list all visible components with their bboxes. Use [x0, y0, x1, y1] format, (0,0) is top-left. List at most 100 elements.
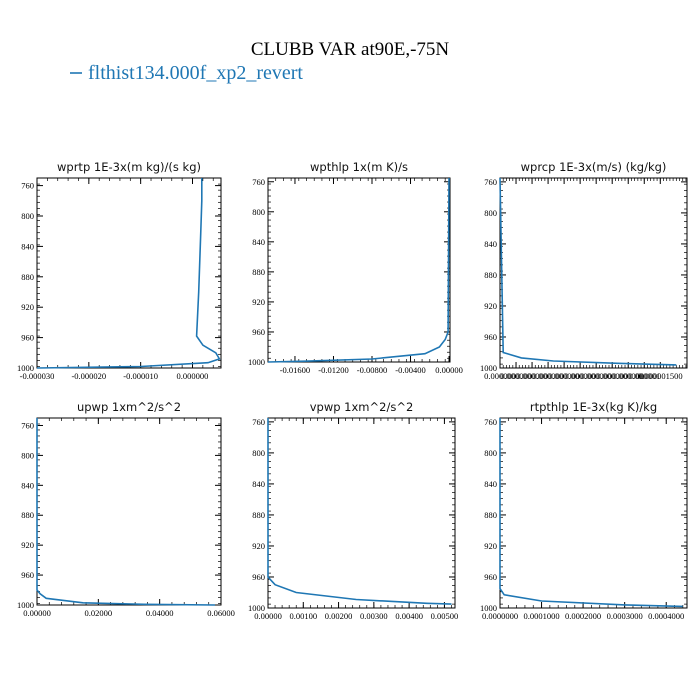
y-tick-label: 760	[21, 420, 34, 430]
y-tick-label: 1000	[248, 357, 265, 367]
y-tick-label: 1000	[480, 363, 497, 373]
y-tick-label: 960	[484, 572, 497, 582]
panels: wprtp 1E-3x(m kg)/(s kg) 760 800 840 880 920 9…	[17, 160, 688, 621]
y-tick-label: 1000	[17, 600, 34, 610]
x-tick-label: 0.00200	[325, 611, 353, 621]
panel-3: wprcp 1E-3x(m/s) (kg/kg) 760 800 840 880 920 9…	[480, 160, 688, 381]
y-tick-label: 760	[252, 417, 265, 427]
y-tick-label: 1000	[480, 603, 497, 613]
series-line	[36, 418, 215, 606]
x-tick-label: -0.000020	[71, 371, 106, 381]
y-tick-label: 760	[484, 177, 497, 187]
y-tick-label: 760	[21, 181, 34, 191]
y-tick-label: 920	[252, 541, 265, 551]
y-tick-label: 800	[252, 207, 265, 217]
x-tick-label: 0.04000	[146, 608, 174, 618]
y-tick-label: 800	[21, 211, 34, 221]
x-tick-label: 0.0004000	[648, 611, 684, 621]
y-tick-label: 880	[21, 272, 34, 282]
x-tick-label: 0.00000	[254, 611, 282, 621]
x-tick-label: 0.00000	[435, 365, 463, 375]
y-tick-label: 1000	[248, 603, 265, 613]
panel-5: vpwp 1xm^2/s^276080084088092096010000.00…	[248, 400, 458, 621]
x-tick-label: 0.000000	[596, 371, 628, 381]
x-tick-label: 0.000000	[580, 371, 612, 381]
y-tick-label: 760	[484, 417, 497, 427]
panel-4: upwp 1xm^2/s^2 760 800 840 880 920 960 10000.00…	[17, 400, 235, 618]
plot-frame	[499, 417, 688, 609]
x-tick-label: 0.000000	[564, 371, 596, 381]
y-tick-label: 880	[252, 267, 265, 277]
x-tick-label: 0.000000	[516, 371, 548, 381]
x-tick-label: 0.000001500	[638, 371, 683, 381]
series-line	[267, 418, 452, 605]
legend: flthist134.000f_xp2_revert	[70, 62, 303, 84]
x-tick-label: 0.0002000	[565, 611, 601, 621]
x-tick-label: 0.000000	[612, 371, 644, 381]
x-tick-label: 0.00400	[395, 611, 423, 621]
panel-6: rtpthlp 1E-3x(kg K)/kg 760 800 840 880 920 960…	[480, 400, 688, 621]
plot-frame	[499, 177, 688, 369]
x-tick-label: 0.0001000	[523, 611, 559, 621]
y-tick-label: 800	[484, 448, 497, 458]
series-line	[499, 177, 677, 366]
y-tick-label: 880	[484, 510, 497, 520]
y-tick-label: 1000	[17, 363, 34, 373]
y-tick-label: 840	[21, 480, 34, 490]
x-tick-label: 0.06000	[207, 608, 235, 618]
y-tick-label: 840	[21, 241, 34, 251]
x-tick-label: 0.00100	[289, 611, 317, 621]
panel-title: wprtp 1E-3x(m kg)/(s kg)	[57, 160, 201, 174]
y-tick-label: 920	[252, 297, 265, 307]
x-tick-label: -0.000030	[20, 371, 55, 381]
y-tick-label: 960	[484, 332, 497, 342]
x-tick-label: 0.0000000	[482, 611, 518, 621]
series-line	[36, 178, 221, 369]
x-tick-label: -0.01600	[280, 365, 310, 375]
x-tick-label: 0.02000	[85, 608, 113, 618]
series-line	[267, 177, 450, 363]
x-tick-label: 0.000001	[628, 371, 660, 381]
x-tick-label: -0.01200	[318, 365, 348, 375]
y-tick-label: 840	[252, 479, 265, 489]
y-tick-label: 760	[252, 177, 265, 187]
plot-frame	[36, 177, 222, 369]
plot-frame	[267, 177, 451, 363]
series-line	[499, 418, 683, 608]
panel-title: vpwp 1xm^2/s^2	[310, 400, 414, 414]
panel-title: wprcp 1E-3x(m/s) (kg/kg)	[521, 160, 667, 174]
x-tick-label: 0.000000	[532, 371, 564, 381]
plot-frame	[267, 417, 456, 609]
x-tick-label: 0.00300	[360, 611, 388, 621]
y-tick-label: 960	[21, 570, 34, 580]
y-tick-label: 840	[484, 239, 497, 249]
x-tick-label: 0.000000	[500, 371, 532, 381]
y-tick-label: 920	[484, 301, 497, 311]
y-tick-label: 920	[21, 540, 34, 550]
y-tick-label: 920	[21, 302, 34, 312]
y-tick-label: 840	[484, 479, 497, 489]
y-tick-label: 880	[252, 510, 265, 520]
figure-title: CLUBB VAR at90E,-75N	[251, 39, 450, 60]
plot-frame	[36, 417, 222, 606]
y-tick-label: 800	[484, 208, 497, 218]
x-tick-label: -0.000010	[123, 371, 158, 381]
panel-title: rtpthlp 1E-3x(kg K)/kg	[530, 400, 657, 414]
panel-title: upwp 1xm^2/s^2	[77, 400, 181, 414]
x-tick-label: 0.000000	[177, 371, 209, 381]
y-tick-label: 800	[21, 450, 34, 460]
y-tick-label: 840	[252, 237, 265, 247]
y-tick-label: 800	[252, 448, 265, 458]
x-tick-label: -0.00800	[357, 365, 387, 375]
legend-entry: flthist134.000f_xp2_revert	[88, 62, 303, 84]
x-tick-label: 0.00500	[431, 611, 459, 621]
y-tick-label: 880	[21, 510, 34, 520]
x-tick-label: 0.0003000	[607, 611, 643, 621]
y-tick-label: 960	[21, 333, 34, 343]
x-tick-label: 0.00000	[23, 608, 51, 618]
x-tick-label: 0.000000	[548, 371, 580, 381]
y-tick-label: 920	[484, 541, 497, 551]
panel-title: wpthlp 1x(m K)/s	[310, 160, 408, 174]
panel-2: wpthlp 1x(m K)/s 760 800 840 880 920 960 1000 -0…	[248, 160, 463, 375]
